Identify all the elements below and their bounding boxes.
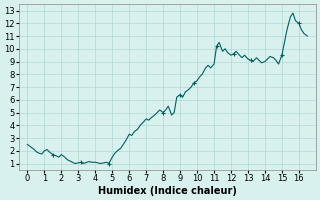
X-axis label: Humidex (Indice chaleur): Humidex (Indice chaleur) (98, 186, 237, 196)
